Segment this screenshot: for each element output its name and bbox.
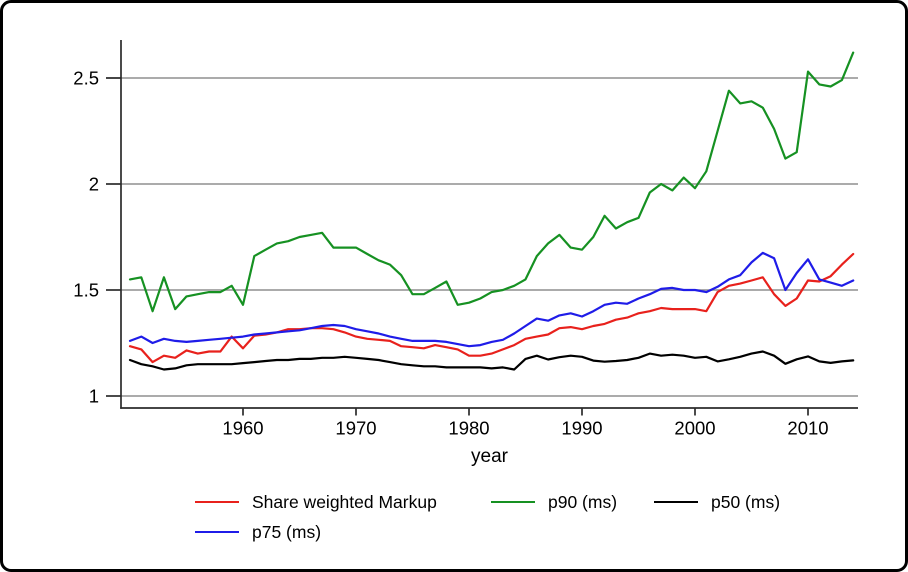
x-tick-label-1960: 1960 [222, 418, 263, 439]
markup-line-chart: 1 1.5 2 2.5 1960 1970 1980 1990 2000 2010 [73, 40, 858, 439]
y-tick-label-2: 2 [89, 174, 99, 195]
x-axis-title: year [471, 446, 508, 467]
y-tick-label-1.5: 1.5 [73, 280, 99, 301]
legend-label: p50 (ms) [711, 491, 781, 512]
legend-label: Share weighted Markup [252, 491, 437, 512]
legend-line-swatch-red [195, 500, 239, 504]
x-tick-label-1970: 1970 [335, 418, 376, 439]
legend-item-p50: p50 (ms) [654, 492, 780, 512]
legend-item-share-weighted-markup: Share weighted Markup [195, 492, 437, 512]
x-tick-label-1980: 1980 [448, 418, 489, 439]
series-line-p50 [128, 350, 855, 371]
series-line-share_weighted_markup [128, 252, 855, 364]
series-line-p75 [128, 251, 855, 348]
x-tick-label-2010: 2010 [787, 418, 828, 439]
legend-label: p75 (ms) [252, 521, 322, 542]
series-line-p90 [128, 51, 855, 313]
legend-label: p90 (ms) [548, 491, 618, 512]
legend-line-swatch-black [654, 500, 698, 504]
legend-item-p75: p75 (ms) [195, 522, 321, 542]
x-tick-label-2000: 2000 [674, 418, 715, 439]
legend-item-p90: p90 (ms) [491, 492, 617, 512]
y-tick-label-2.5: 2.5 [73, 68, 99, 89]
legend-line-swatch-blue [195, 530, 239, 534]
legend-line-swatch-green [491, 500, 535, 504]
x-tick-label-1990: 1990 [561, 418, 602, 439]
y-tick-label-1: 1 [89, 386, 99, 407]
